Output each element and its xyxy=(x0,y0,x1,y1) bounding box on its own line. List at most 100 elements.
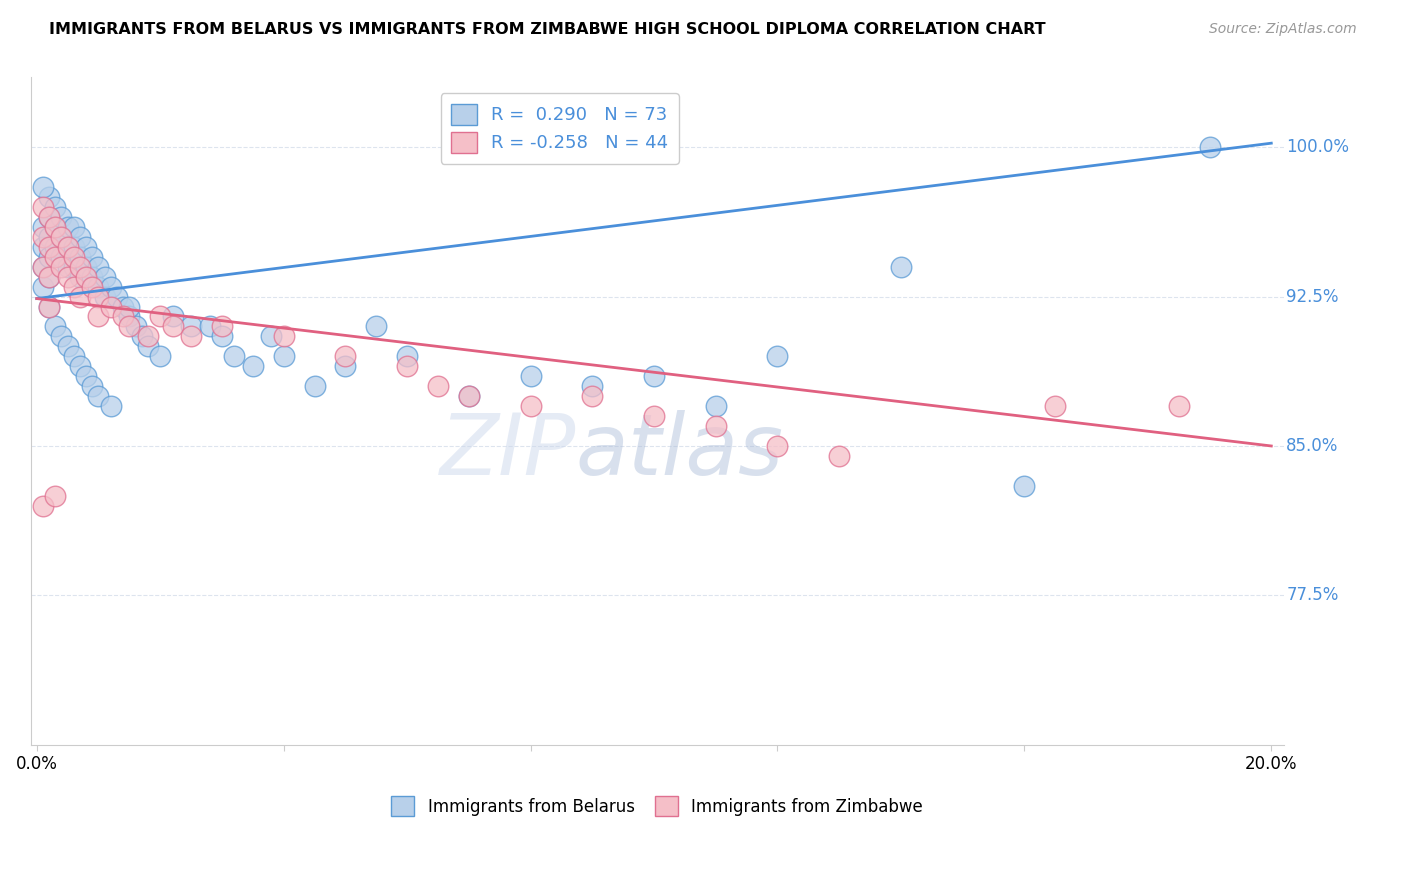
Point xyxy=(149,349,172,363)
Point xyxy=(44,489,66,503)
Point xyxy=(32,279,55,293)
Point xyxy=(1167,399,1189,413)
Point xyxy=(51,229,73,244)
Point xyxy=(38,300,60,314)
Point xyxy=(1198,140,1220,154)
Point xyxy=(162,319,184,334)
Point xyxy=(100,300,122,314)
Point xyxy=(75,260,97,274)
Point xyxy=(828,449,851,463)
Point xyxy=(766,349,789,363)
Text: atlas: atlas xyxy=(575,409,783,492)
Point xyxy=(44,319,66,334)
Text: 85.0%: 85.0% xyxy=(1286,437,1339,455)
Point xyxy=(131,329,153,343)
Text: ZIP: ZIP xyxy=(440,409,575,492)
Point xyxy=(32,260,55,274)
Point xyxy=(112,300,135,314)
Point xyxy=(62,240,84,254)
Point xyxy=(38,229,60,244)
Point xyxy=(82,250,104,264)
Point xyxy=(519,369,541,384)
Point xyxy=(62,349,84,363)
Point xyxy=(56,260,79,274)
Point xyxy=(273,329,295,343)
Point xyxy=(32,219,55,234)
Point xyxy=(32,499,55,513)
Point xyxy=(118,310,141,324)
Point xyxy=(112,310,135,324)
Point xyxy=(69,289,91,303)
Point xyxy=(581,379,603,393)
Point xyxy=(100,279,122,293)
Point xyxy=(427,379,450,393)
Point xyxy=(38,250,60,264)
Point xyxy=(38,190,60,204)
Point xyxy=(136,329,159,343)
Point xyxy=(38,269,60,284)
Text: 100.0%: 100.0% xyxy=(1286,138,1350,156)
Point xyxy=(44,240,66,254)
Point xyxy=(457,389,479,403)
Point xyxy=(87,260,110,274)
Point xyxy=(32,229,55,244)
Point xyxy=(56,240,79,254)
Point xyxy=(38,240,60,254)
Point xyxy=(1014,479,1036,493)
Point xyxy=(100,399,122,413)
Point xyxy=(211,319,233,334)
Point xyxy=(890,260,912,274)
Point xyxy=(581,389,603,403)
Point xyxy=(704,419,727,434)
Point xyxy=(69,260,91,274)
Point xyxy=(56,339,79,353)
Point xyxy=(82,379,104,393)
Point xyxy=(1045,399,1067,413)
Point xyxy=(211,329,233,343)
Point xyxy=(124,319,146,334)
Point xyxy=(260,329,283,343)
Point xyxy=(149,310,172,324)
Point xyxy=(51,260,73,274)
Point xyxy=(643,369,665,384)
Text: Source: ZipAtlas.com: Source: ZipAtlas.com xyxy=(1209,22,1357,37)
Point xyxy=(335,359,357,374)
Point xyxy=(44,250,66,264)
Point xyxy=(69,250,91,264)
Point xyxy=(93,289,115,303)
Point xyxy=(136,339,159,353)
Point xyxy=(51,250,73,264)
Point xyxy=(366,319,388,334)
Point xyxy=(162,310,184,324)
Point xyxy=(51,329,73,343)
Point xyxy=(56,219,79,234)
Point xyxy=(396,349,419,363)
Point xyxy=(82,269,104,284)
Point xyxy=(44,219,66,234)
Point xyxy=(32,260,55,274)
Point xyxy=(38,210,60,224)
Point xyxy=(51,210,73,224)
Point xyxy=(38,210,60,224)
Point xyxy=(87,389,110,403)
Legend: Immigrants from Belarus, Immigrants from Zimbabwe: Immigrants from Belarus, Immigrants from… xyxy=(384,789,929,822)
Point xyxy=(105,289,128,303)
Point xyxy=(519,399,541,413)
Point xyxy=(766,439,789,453)
Point xyxy=(273,349,295,363)
Point xyxy=(82,279,104,293)
Point xyxy=(87,279,110,293)
Point xyxy=(93,269,115,284)
Point xyxy=(242,359,264,374)
Point xyxy=(75,269,97,284)
Point xyxy=(704,399,727,413)
Point xyxy=(69,359,91,374)
Point xyxy=(118,319,141,334)
Point xyxy=(87,289,110,303)
Text: 77.5%: 77.5% xyxy=(1286,586,1339,605)
Point xyxy=(32,180,55,194)
Point xyxy=(62,279,84,293)
Text: 92.5%: 92.5% xyxy=(1286,287,1339,306)
Point xyxy=(62,250,84,264)
Point xyxy=(224,349,246,363)
